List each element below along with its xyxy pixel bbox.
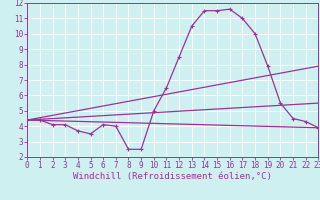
- X-axis label: Windchill (Refroidissement éolien,°C): Windchill (Refroidissement éolien,°C): [73, 172, 272, 181]
